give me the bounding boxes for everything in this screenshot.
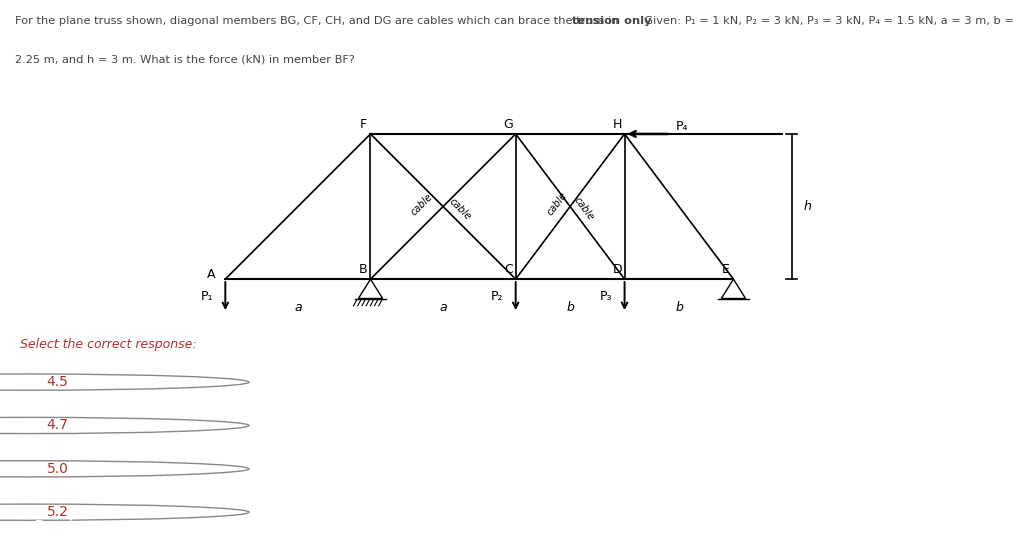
Text: h: h: [803, 200, 812, 213]
Text: Continue >: Continue >: [933, 519, 1016, 532]
Text: A: A: [207, 268, 215, 281]
Text: E: E: [722, 263, 730, 276]
Text: tension only: tension only: [573, 16, 651, 26]
Text: D: D: [612, 263, 622, 276]
Text: b: b: [567, 301, 574, 314]
Text: C: C: [504, 263, 513, 276]
Text: 4.5: 4.5: [47, 375, 68, 389]
Text: ₁ = 1 kN, P₂ = 3 kN, P₃ = 3 kN, P₄ = 1.5 kN, a = 3 m, b =: ₁ = 1 kN, P₂ = 3 kN, P₃ = 3 kN, P₄ = 1.5…: [692, 16, 1014, 26]
Text: b: b: [675, 301, 682, 314]
Text: For the plane truss shown, diagonal members BG, CF, CH, and DG are cables which : For the plane truss shown, diagonal memb…: [16, 16, 622, 26]
Text: cable: cable: [572, 196, 596, 223]
Text: G: G: [504, 118, 513, 131]
Text: a: a: [294, 301, 302, 314]
Text: 5.2: 5.2: [47, 505, 68, 519]
Text: Select the correct response:: Select the correct response:: [21, 338, 197, 351]
Text: P₄: P₄: [675, 120, 688, 133]
Text: F: F: [360, 118, 367, 131]
Text: cable: cable: [408, 191, 434, 217]
Text: < Previous: < Previous: [19, 519, 100, 532]
Text: 5.0: 5.0: [47, 462, 68, 476]
Text: a: a: [439, 301, 447, 314]
Text: H: H: [612, 118, 622, 131]
Text: P₁: P₁: [201, 289, 213, 302]
Text: cable: cable: [545, 191, 569, 218]
Text: P₂: P₂: [491, 289, 504, 302]
Text: 2.25 m, and h = 3 m. What is the force (kN) in member BF?: 2.25 m, and h = 3 m. What is the force (…: [16, 55, 356, 64]
Text: P₃: P₃: [600, 289, 612, 302]
Text: . Given: P: . Given: P: [637, 16, 692, 26]
Text: 4.7: 4.7: [47, 418, 68, 433]
Text: B: B: [359, 263, 367, 276]
Text: cable: cable: [447, 196, 473, 222]
